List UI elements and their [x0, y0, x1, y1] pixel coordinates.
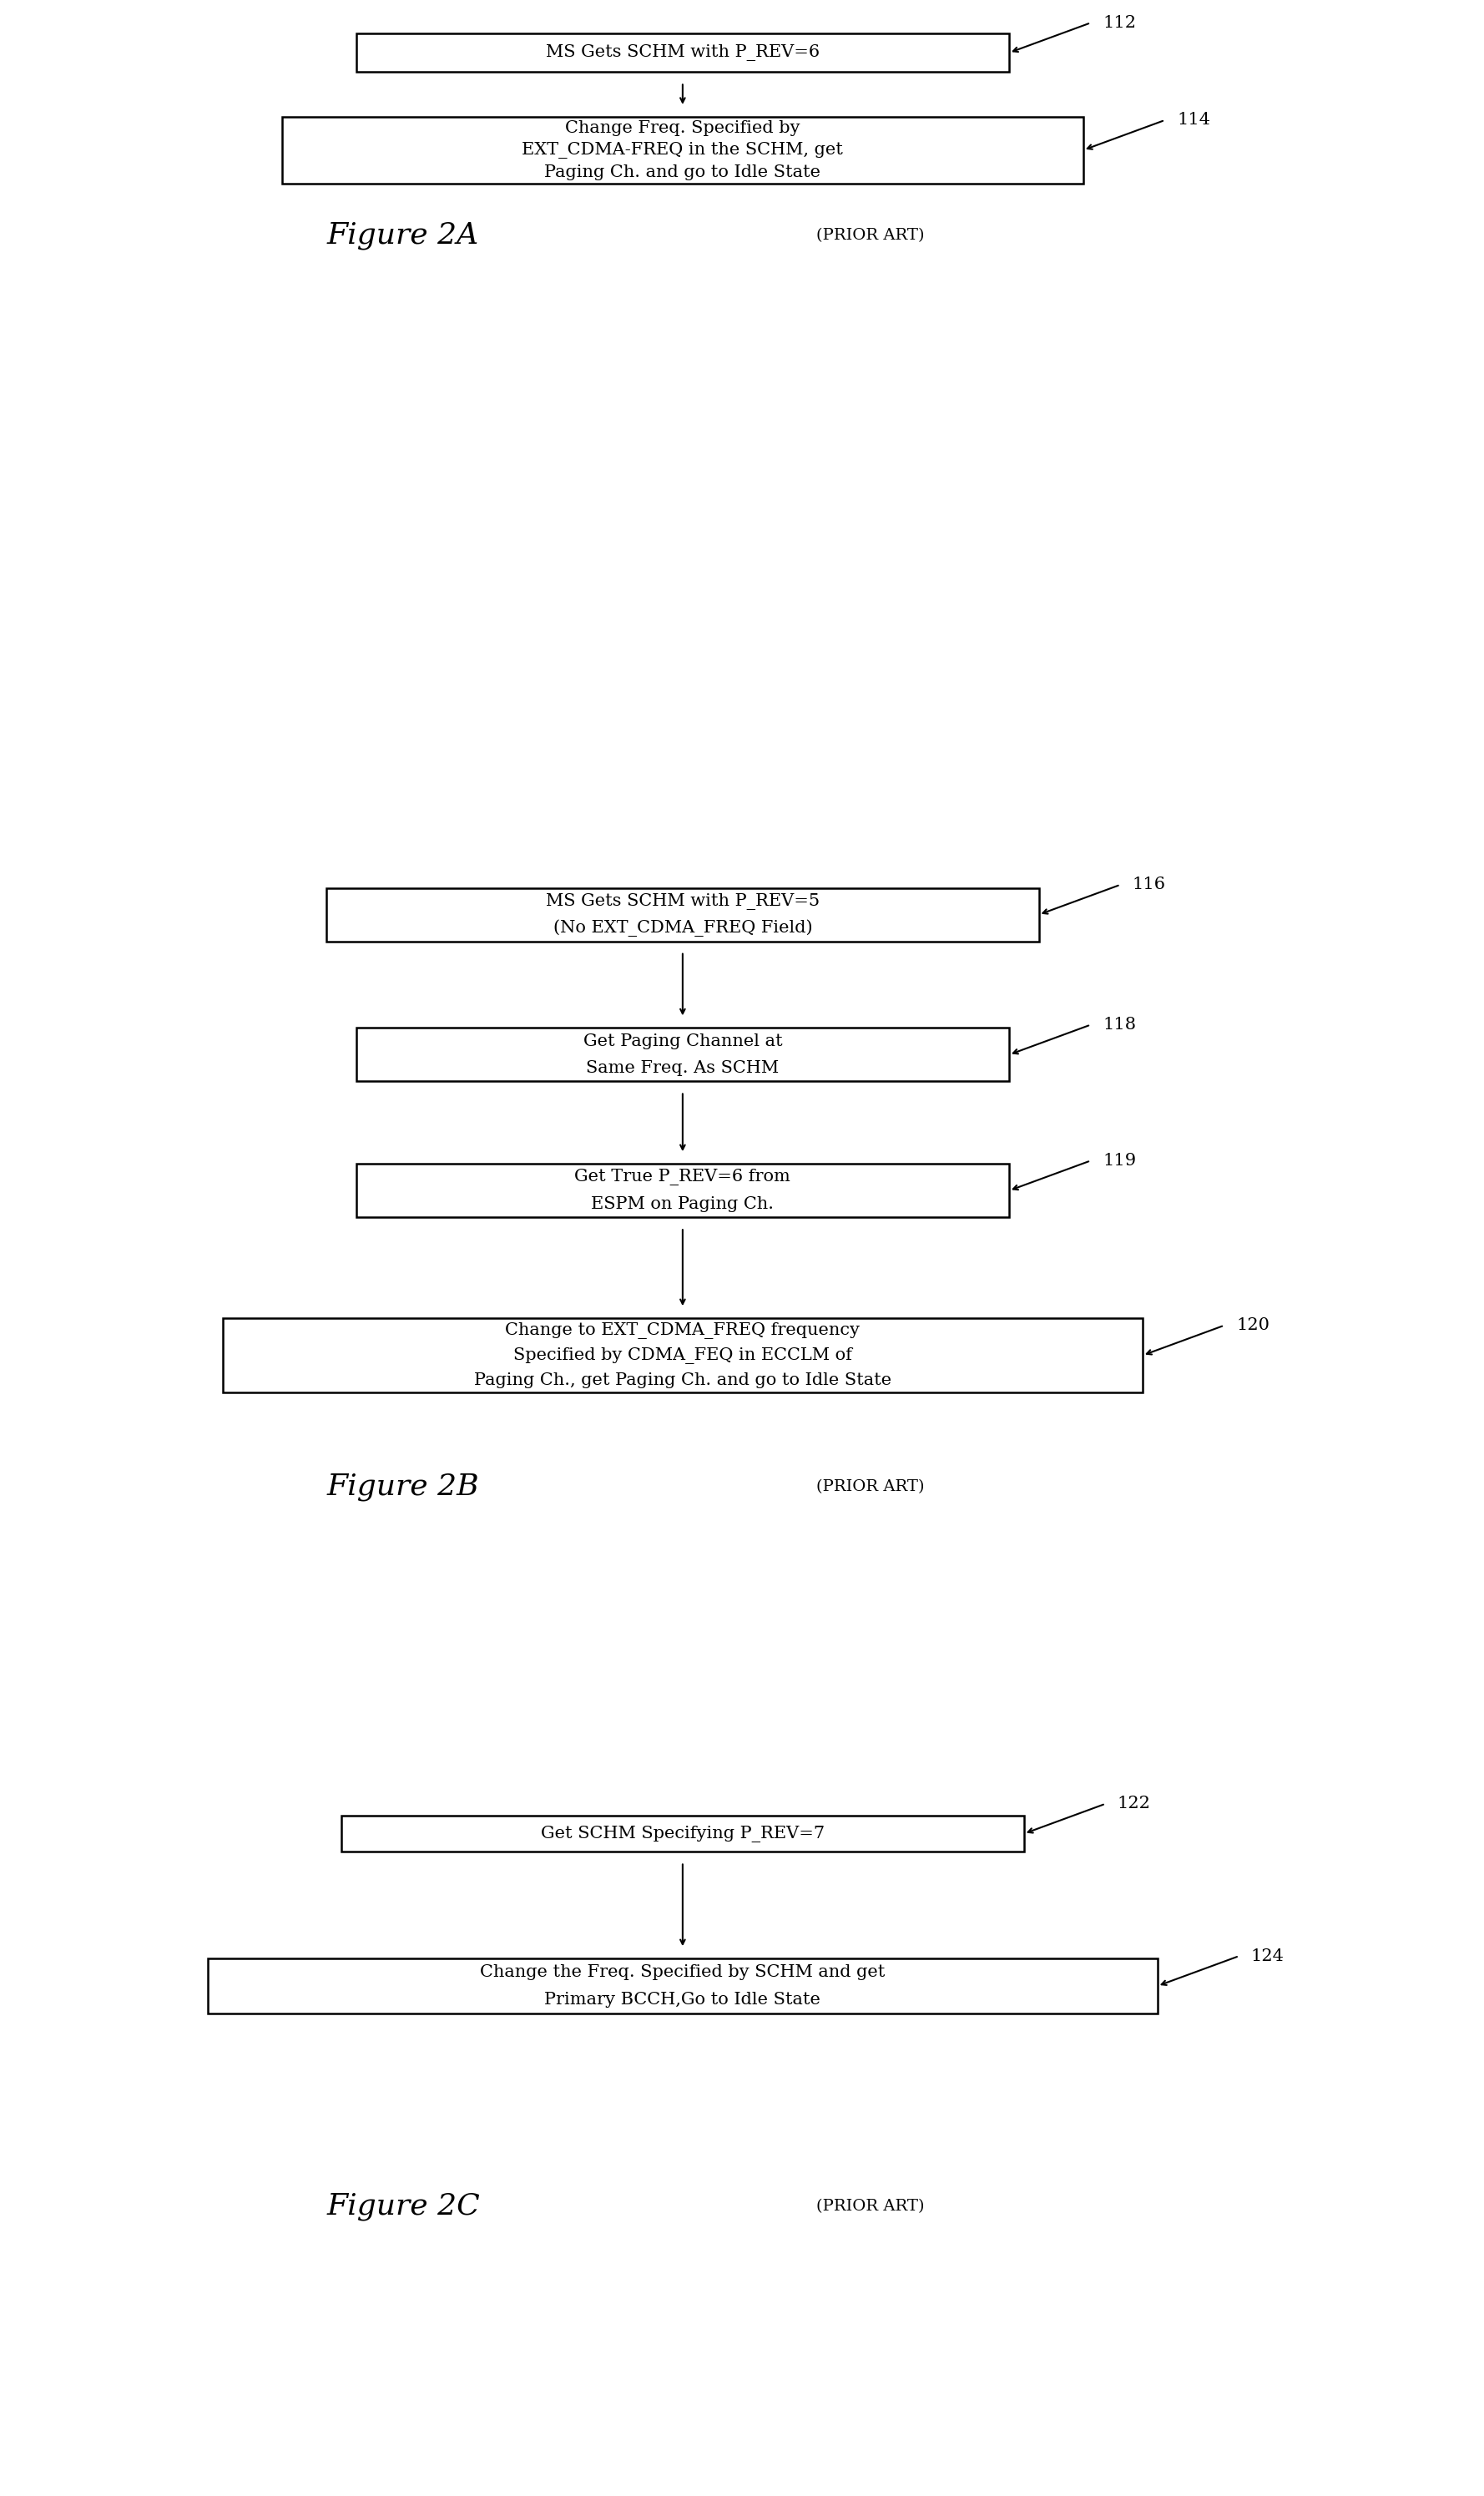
Text: Primary BCCH,Go to Idle State: Primary BCCH,Go to Idle State	[545, 1992, 821, 2007]
Text: Change Freq. Specified by: Change Freq. Specified by	[565, 120, 800, 135]
Text: 112: 112	[1103, 15, 1135, 30]
Bar	[282, 117, 1083, 182]
Bar	[208, 1959, 1158, 2014]
Text: MS Gets SCHM with P_REV=5: MS Gets SCHM with P_REV=5	[546, 894, 819, 909]
Bar	[356, 32, 1009, 72]
Text: (No EXT_CDMA_FREQ Field): (No EXT_CDMA_FREQ Field)	[554, 919, 812, 936]
Text: Get SCHM Specifying P_REV=7: Get SCHM Specifying P_REV=7	[540, 1825, 825, 1842]
Bar	[356, 1028, 1009, 1081]
Text: Same Freq. As SCHM: Same Freq. As SCHM	[586, 1061, 779, 1076]
Text: Specified by CDMA_FEQ in ECCLM of: Specified by CDMA_FEQ in ECCLM of	[513, 1348, 852, 1363]
Text: Change to EXT_CDMA_FREQ frequency: Change to EXT_CDMA_FREQ frequency	[505, 1323, 861, 1338]
Text: 124: 124	[1251, 1947, 1284, 1964]
Text: 114: 114	[1177, 112, 1209, 127]
Bar	[356, 1163, 1009, 1218]
Text: MS Gets SCHM with P_REV=6: MS Gets SCHM with P_REV=6	[546, 45, 819, 60]
Text: 120: 120	[1236, 1318, 1269, 1333]
Text: Figure 2A: Figure 2A	[326, 222, 479, 250]
Text: Paging Ch., get Paging Ch. and go to Idle State: Paging Ch., get Paging Ch. and go to Idl…	[473, 1373, 892, 1388]
Text: Figure 2C: Figure 2C	[326, 2191, 479, 2221]
Text: ESPM on Paging Ch.: ESPM on Paging Ch.	[591, 1196, 775, 1213]
Text: 119: 119	[1103, 1153, 1137, 1168]
Text: (PRIOR ART): (PRIOR ART)	[816, 227, 925, 242]
Bar	[341, 1815, 1024, 1852]
Text: EXT_CDMA-FREQ in the SCHM, get: EXT_CDMA-FREQ in the SCHM, get	[522, 142, 843, 157]
Text: Change the Freq. Specified by SCHM and get: Change the Freq. Specified by SCHM and g…	[481, 1964, 884, 1979]
Bar	[326, 889, 1039, 941]
Bar	[223, 1318, 1143, 1393]
Text: Figure 2B: Figure 2B	[326, 1473, 479, 1500]
Text: (PRIOR ART): (PRIOR ART)	[816, 1480, 925, 1495]
Text: (PRIOR ART): (PRIOR ART)	[816, 2199, 925, 2214]
Text: 118: 118	[1103, 1016, 1135, 1033]
Text: Get Paging Channel at: Get Paging Channel at	[583, 1033, 782, 1048]
Text: 122: 122	[1117, 1795, 1150, 1812]
Text: Paging Ch. and go to Idle State: Paging Ch. and go to Idle State	[545, 165, 821, 180]
Text: 116: 116	[1132, 876, 1165, 894]
Text: Get True P_REV=6 from: Get True P_REV=6 from	[574, 1168, 791, 1186]
